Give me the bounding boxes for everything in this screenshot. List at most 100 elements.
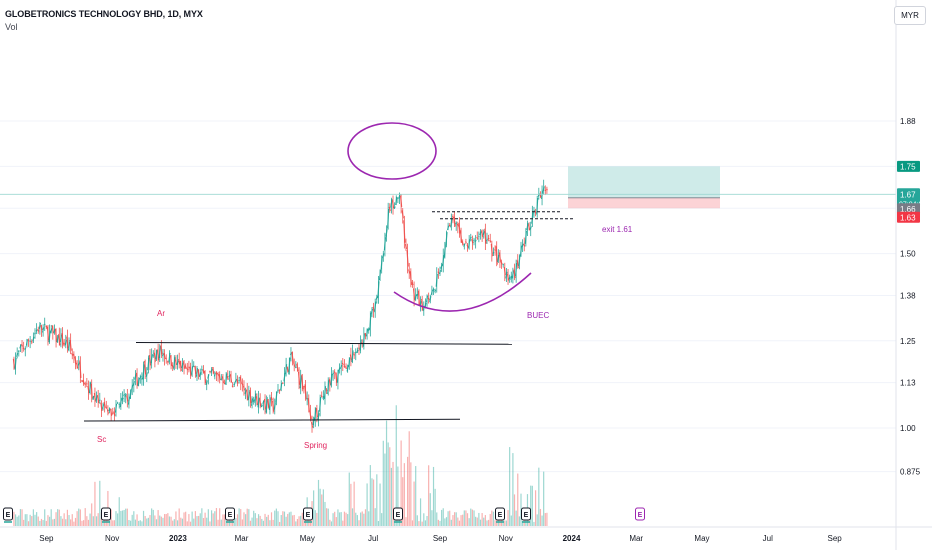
volume-bar	[73, 521, 75, 526]
volume-bar	[94, 481, 96, 526]
candle-body	[299, 375, 302, 389]
volume-bar	[424, 520, 427, 526]
candle-body	[163, 352, 166, 360]
candle-body	[155, 349, 158, 360]
candle-body	[447, 225, 450, 231]
volume-bar	[36, 512, 38, 526]
volume-bar	[439, 520, 441, 526]
volume-bar	[248, 509, 250, 526]
candle-body	[323, 386, 327, 399]
candle-body	[387, 208, 390, 229]
volume-bar	[26, 514, 28, 526]
volume-bar	[79, 509, 81, 526]
price-badge-label: 1.63	[900, 213, 916, 222]
volume-bar	[376, 474, 378, 526]
candle-body	[348, 357, 351, 368]
volume-bar	[262, 520, 265, 526]
volume-bar	[68, 515, 70, 526]
volume-bar	[531, 485, 533, 526]
volume-bar	[149, 515, 151, 526]
volume-bar	[196, 516, 198, 526]
candle-body	[158, 345, 161, 359]
candle-body	[417, 290, 421, 306]
volume-bar	[444, 518, 446, 526]
candle-body	[67, 341, 71, 351]
volume-bar	[264, 513, 266, 526]
volume-bar	[52, 519, 54, 526]
candle-body	[296, 363, 299, 372]
candle-body	[140, 377, 143, 380]
long-position-tool[interactable]	[568, 166, 720, 209]
volume-bar	[267, 514, 269, 526]
volume-bar	[369, 465, 371, 526]
candle-body	[80, 380, 83, 383]
candle-body	[19, 344, 22, 349]
candle-body	[250, 398, 254, 406]
candle-body	[268, 398, 271, 411]
candle-body	[152, 355, 155, 357]
drawings[interactable]	[347, 122, 532, 312]
price-tick-label: 1.13	[900, 379, 916, 388]
volume-bar	[483, 517, 485, 526]
volume-bar	[50, 509, 52, 526]
candle-body	[42, 327, 45, 333]
candle-body	[38, 322, 41, 329]
candle-body	[297, 371, 301, 385]
volume-bar	[162, 517, 164, 526]
candle-body	[367, 327, 370, 331]
volume-bar	[176, 520, 179, 526]
candle-body	[254, 393, 257, 403]
currency-button[interactable]: MYR	[894, 6, 926, 25]
price-axis[interactable]: 0.8751.001.131.251.381.501.631.751.881.7…	[895, 0, 926, 550]
candle-body	[401, 210, 404, 219]
candle-body	[27, 339, 30, 342]
volume-bar	[492, 511, 495, 526]
time-axis[interactable]: Sep Nov 2023 Mar May Jul Sep Nov 2024 Mar May Jul Se…	[0, 526, 932, 543]
volume-bar	[441, 509, 443, 526]
candle-body	[87, 386, 90, 394]
candle-body	[481, 230, 484, 237]
candle-body	[369, 313, 372, 331]
price-tick-label: 0.875	[900, 468, 921, 477]
volume-bar	[274, 510, 276, 526]
trend-lines[interactable]	[0, 193, 896, 422]
candle-body	[362, 333, 365, 347]
candle-body	[179, 360, 182, 371]
cup-curve-drawing	[393, 272, 532, 312]
annotations[interactable]: Sc Ar Spring BUEC exit 1.61	[97, 225, 633, 450]
candle-body	[492, 251, 495, 254]
candle-body	[485, 238, 489, 242]
candle-body	[312, 417, 315, 426]
candle-body	[50, 328, 53, 334]
candle-body	[267, 399, 270, 408]
volume-bar	[175, 511, 177, 526]
candle-body	[285, 364, 288, 374]
volume-bar	[471, 509, 473, 526]
volume-bar	[335, 517, 337, 526]
candle-body	[76, 362, 79, 369]
volume-bar	[507, 510, 509, 526]
volume-bar	[533, 521, 535, 526]
candle-body	[234, 378, 237, 383]
volume-bar	[261, 518, 263, 526]
candle-body	[119, 397, 122, 408]
volume-bar	[452, 515, 454, 526]
candle-body	[466, 244, 469, 248]
candle-body	[93, 392, 97, 402]
candle-body	[498, 252, 502, 262]
volume-bar	[215, 508, 218, 526]
candle-body	[293, 362, 296, 367]
candle-body	[319, 396, 322, 412]
candle-body	[228, 375, 231, 378]
candle-body	[160, 345, 163, 355]
volume-bar	[321, 494, 323, 526]
candle-body	[182, 361, 186, 369]
symbol-title[interactable]: GLOBETRONICS TECHNOLOGY BHD, 1D, MYX	[5, 9, 203, 19]
candle-body	[225, 373, 228, 385]
volume-bar	[546, 512, 548, 526]
volume-bar	[343, 511, 346, 526]
volume-bar	[358, 520, 360, 526]
volume-bar	[423, 513, 425, 526]
